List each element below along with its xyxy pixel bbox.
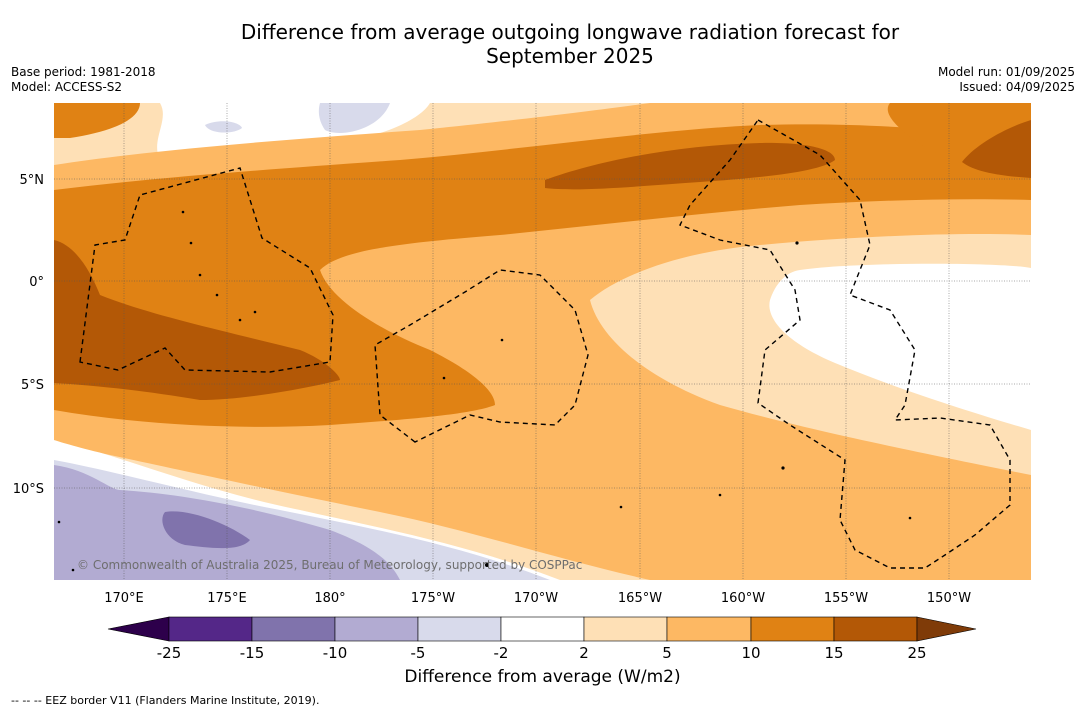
eez-kiribati-gilbert bbox=[79, 167, 334, 373]
colorbar-tick: 5 bbox=[662, 644, 672, 662]
island bbox=[781, 466, 785, 470]
anomaly-band-15-25-ne bbox=[962, 120, 1031, 178]
meta-right: Model run: 01/09/2025 Issued: 04/09/2025 bbox=[938, 65, 1075, 95]
lon-label: 180° bbox=[314, 591, 345, 606]
island bbox=[442, 376, 446, 380]
anomaly-band-neg-north bbox=[318, 103, 390, 133]
colorbar bbox=[107, 616, 977, 642]
island bbox=[795, 241, 799, 245]
colorbar-tick: -15 bbox=[240, 644, 265, 662]
island bbox=[238, 318, 242, 322]
island bbox=[619, 505, 623, 509]
anomaly-band-neg-south-mid bbox=[54, 465, 400, 580]
island bbox=[485, 563, 489, 567]
colorbar-tick: -5 bbox=[411, 644, 426, 662]
lon-label: 170°W bbox=[514, 591, 558, 606]
lon-label: 155°W bbox=[824, 591, 868, 606]
anomaly-band-neg-north-2 bbox=[205, 121, 242, 133]
lon-label: 175°W bbox=[411, 591, 455, 606]
colorbar-tick: 15 bbox=[824, 644, 843, 662]
colorbar-segment bbox=[500, 616, 585, 642]
colorbar-extend-low bbox=[107, 616, 170, 642]
colorbar-segment bbox=[750, 616, 835, 642]
graticule bbox=[54, 103, 1031, 580]
colorbar-tick: -10 bbox=[323, 644, 348, 662]
island bbox=[215, 293, 219, 297]
island bbox=[718, 493, 722, 497]
model-name: Model: ACCESS-S2 bbox=[11, 80, 123, 94]
island bbox=[71, 568, 75, 572]
eez-tuvalu-tokelau bbox=[374, 269, 589, 443]
eez-line-islands bbox=[679, 119, 1011, 569]
title-line-1: Difference from average outgoing longwav… bbox=[240, 20, 900, 44]
colorbar-ticks: -25 -15 -10 -5 -2 2 5 10 15 25 bbox=[157, 644, 927, 662]
anomaly-band-neg-south-dark bbox=[162, 511, 250, 549]
eez-legend: -- -- -- EEZ border V11 (Flanders Marine… bbox=[11, 694, 320, 707]
colorbar-tick: 25 bbox=[907, 644, 926, 662]
island bbox=[198, 273, 202, 277]
island bbox=[908, 516, 912, 520]
lon-label: 160°W bbox=[721, 591, 765, 606]
island-markers bbox=[57, 210, 912, 572]
anomaly-band-15-25-west bbox=[54, 240, 340, 400]
colorbar-segment bbox=[666, 616, 752, 642]
colorbar-extend-high bbox=[916, 616, 977, 642]
eez-borders bbox=[79, 119, 1011, 569]
island bbox=[500, 338, 504, 342]
island bbox=[181, 210, 185, 214]
base-period: Base period: 1981-2018 bbox=[11, 65, 156, 79]
title-line-2: September 2025 bbox=[486, 43, 654, 68]
colorbar-segment bbox=[251, 616, 336, 642]
meta-left: Base period: 1981-2018 Model: ACCESS-S2 bbox=[11, 65, 156, 95]
lat-label: 5°N bbox=[20, 173, 45, 188]
colorbar-segment bbox=[168, 616, 253, 642]
lat-label: 0° bbox=[29, 275, 44, 290]
issued-date: Issued: 04/09/2025 bbox=[959, 80, 1075, 94]
colorbar-segment bbox=[583, 616, 668, 642]
model-run: Model run: 01/09/2025 bbox=[937, 65, 1075, 79]
lon-label: 165°W bbox=[618, 591, 662, 606]
colorbar-tick: 2 bbox=[579, 644, 589, 662]
lon-label: 150°W bbox=[927, 591, 971, 606]
anomaly-band-10-15-nw bbox=[54, 103, 140, 138]
colorbar-tick: -25 bbox=[157, 644, 182, 662]
lon-labels: 170°E 175°E 180° 175°W 170°W 165°W 160°W… bbox=[104, 591, 971, 606]
lat-label: 10°S bbox=[13, 482, 44, 497]
copyright-notice: © Commonwealth of Australia 2025, Bureau… bbox=[77, 558, 583, 572]
colorbar-title: Difference from average (W/m2) bbox=[404, 667, 681, 687]
island bbox=[253, 310, 257, 314]
anomaly-band-neutral-east bbox=[769, 263, 1031, 430]
colorbar-segment bbox=[833, 616, 918, 642]
island bbox=[189, 241, 193, 245]
island bbox=[57, 520, 61, 524]
anomaly-band-15-25-north bbox=[545, 142, 835, 190]
lat-label: 5°S bbox=[21, 378, 44, 393]
colorbar-segment bbox=[417, 616, 502, 642]
lat-labels: 5°N 0° 5°S 10°S bbox=[13, 173, 44, 497]
lon-label: 170°E bbox=[104, 591, 144, 606]
colorbar-segment bbox=[334, 616, 419, 642]
chart-title: Difference from average outgoing longwav… bbox=[0, 20, 1085, 68]
lon-label: 175°E bbox=[207, 591, 247, 606]
colorbar-tick: 10 bbox=[741, 644, 760, 662]
colorbar-tick: -2 bbox=[494, 644, 509, 662]
